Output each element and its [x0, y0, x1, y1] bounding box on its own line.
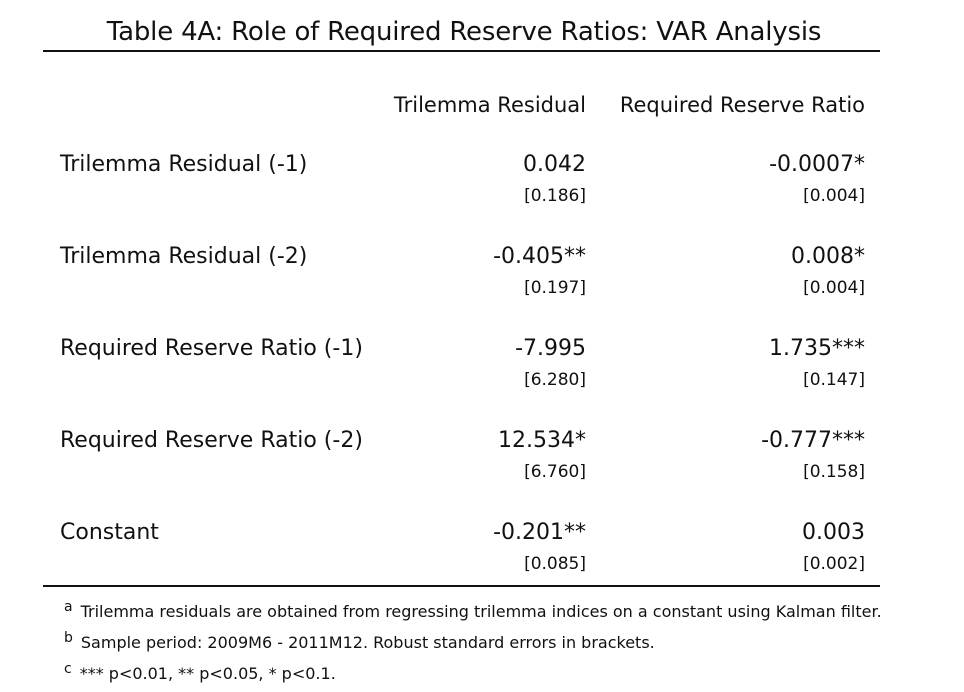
footnote-mark: a — [64, 599, 73, 615]
row-label: Constant — [60, 520, 159, 545]
bottom-rule — [43, 585, 880, 587]
footnote-text: Sample period: 2009M6 - 2011M12. Robust … — [80, 633, 655, 652]
coefficient-cell: 0.003 — [802, 520, 865, 545]
table-title: Table 4A: Role of Required Reserve Ratio… — [106, 17, 822, 47]
row-label: Trilemma Residual (-1) — [60, 152, 308, 177]
coefficient-cell: -0.405** — [493, 244, 586, 269]
footnote-text: Trilemma residuals are obtained from reg… — [80, 602, 882, 621]
row-label: Required Reserve Ratio (-1) — [60, 336, 363, 361]
coefficient-cell: -0.0007* — [769, 152, 865, 177]
footnote-mark: c — [64, 661, 72, 677]
column-header-trilemma-residual: Trilemma Residual — [393, 93, 586, 117]
standard-error-cell: [0.158] — [803, 462, 865, 482]
standard-error-cell: [0.004] — [803, 186, 865, 206]
standard-error-cell: [6.760] — [524, 462, 586, 482]
standard-error-cell: [0.147] — [803, 370, 865, 390]
footnote-mark: b — [64, 630, 73, 646]
row-label: Required Reserve Ratio (-2) — [60, 428, 363, 453]
footnote-text: *** p<0.01, ** p<0.05, * p<0.1. — [79, 664, 336, 683]
footnote-a: a Trilemma residuals are obtained from re… — [64, 599, 882, 624]
standard-error-cell: [0.004] — [803, 278, 865, 298]
standard-error-cell: [6.280] — [524, 370, 586, 390]
coefficient-cell: -0.201** — [493, 520, 586, 545]
standard-error-cell: [0.002] — [803, 554, 865, 574]
standard-error-cell: [0.197] — [524, 278, 586, 298]
footnote-b: b Sample period: 2009M6 - 2011M12. Robust… — [64, 630, 655, 655]
coefficient-cell: 0.008* — [791, 244, 865, 269]
coefficient-cell: -7.995 — [515, 336, 586, 361]
standard-error-cell: [0.186] — [524, 186, 586, 206]
coefficient-cell: 1.735*** — [769, 336, 865, 361]
row-label: Trilemma Residual (-2) — [60, 244, 308, 269]
coefficient-cell: 12.534* — [498, 428, 586, 453]
coefficient-cell: -0.777*** — [761, 428, 865, 453]
standard-error-cell: [0.085] — [524, 554, 586, 574]
coefficient-cell: 0.042 — [523, 152, 586, 177]
top-rule — [43, 50, 880, 52]
footnote-c: c *** p<0.01, ** p<0.05, * p<0.1. — [64, 661, 336, 686]
column-header-required-reserve-ratio: Required Reserve Ratio — [619, 93, 865, 117]
